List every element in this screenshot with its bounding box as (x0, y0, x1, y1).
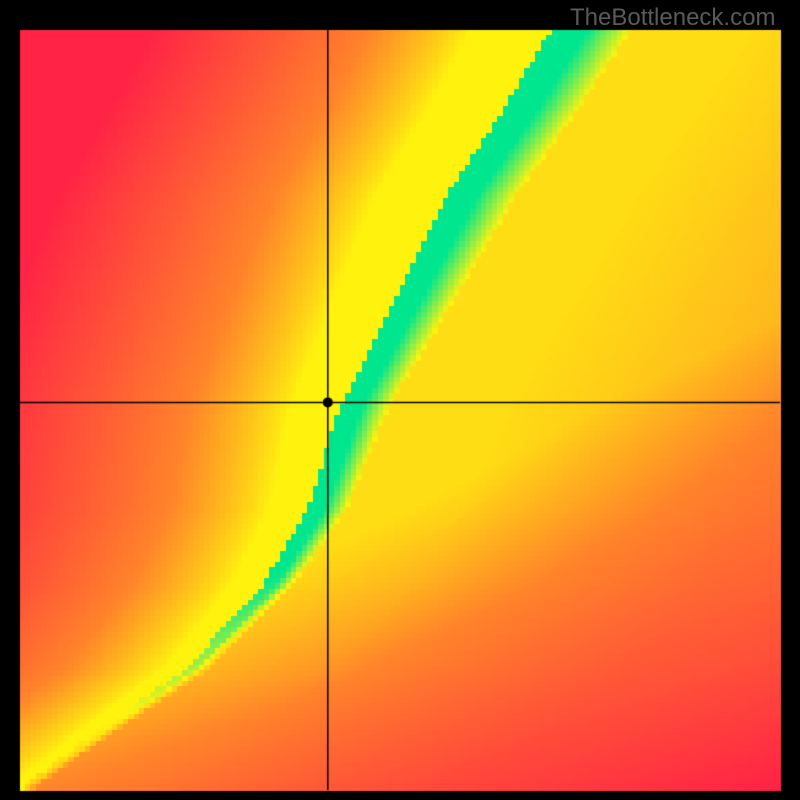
heatmap-canvas (0, 0, 800, 800)
watermark-text: TheBottleneck.com (570, 4, 775, 32)
chart-container: TheBottleneck.com (0, 0, 800, 800)
